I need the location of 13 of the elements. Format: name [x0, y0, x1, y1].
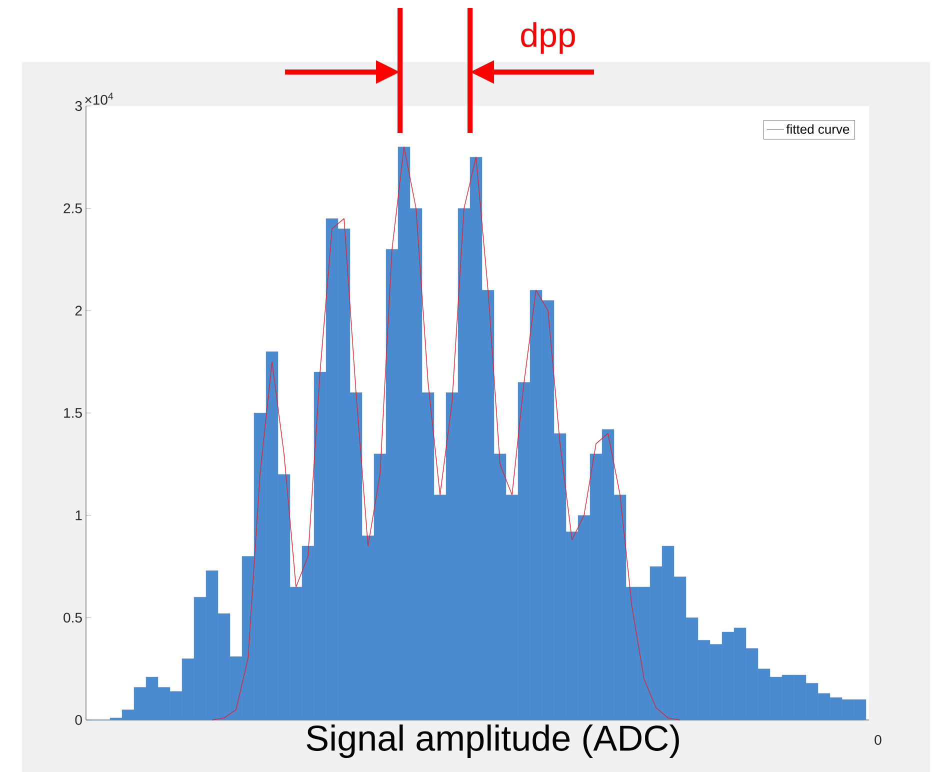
y-tick-label: 0 [75, 715, 82, 725]
legend-label: fitted curve [786, 124, 850, 134]
text: ×10$^{4}$ [85, 92, 114, 105]
y-tick-label: 2.5 [64, 203, 82, 214]
x-axis-title: Signal amplitude (ADC) [306, 724, 679, 758]
text: 0 [874, 735, 882, 745]
y-tick-label: 2 [75, 306, 82, 316]
y-tick-label: 1.5 [64, 408, 82, 418]
y-tick-label: 1 [76, 510, 82, 520]
y-tick-label: 3 [75, 101, 82, 111]
line-series [212, 146, 680, 720]
y-tick-label: 0.5 [64, 612, 82, 623]
text: dpp [521, 22, 575, 54]
